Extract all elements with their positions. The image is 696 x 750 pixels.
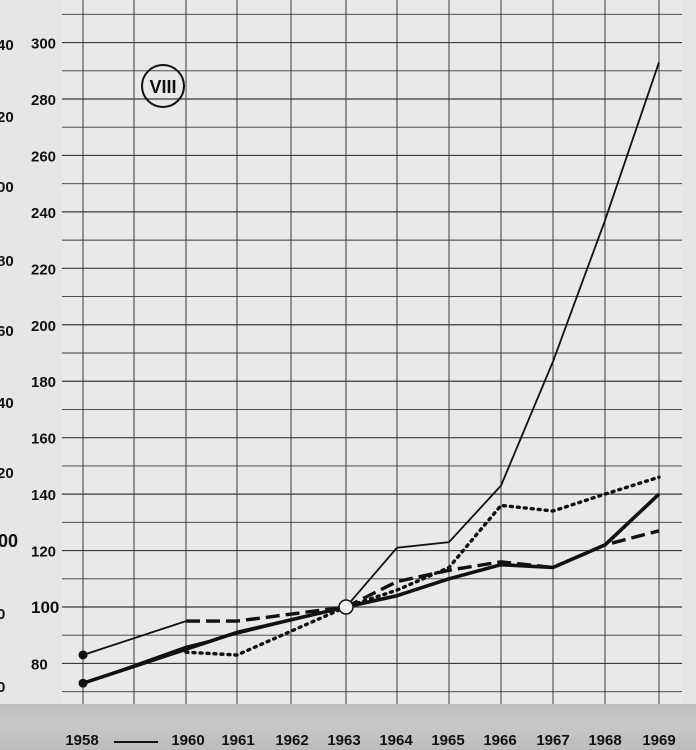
- base-point-marker: [338, 599, 354, 615]
- left-edge-label: 40: [0, 37, 14, 54]
- x-tick-label: 1963: [327, 732, 361, 749]
- x-tick-label: 1958: [65, 732, 99, 749]
- series-line-dotted: [184, 475, 661, 657]
- y-tick-label: 180: [31, 374, 56, 391]
- y-tick-label: 120: [31, 544, 56, 561]
- x-axis-labels: 1958 1960 1961 1962 1963 1964 1965 1966 1967 1968…: [0, 732, 696, 750]
- x-tick-label: 1962: [275, 732, 309, 749]
- badge-circle: [141, 64, 185, 108]
- left-edge-label: 0: [0, 679, 5, 696]
- left-edge-label: 20: [0, 465, 14, 482]
- series-line-thick-solid: [82, 492, 661, 685]
- left-edge-label: 00: [0, 179, 14, 196]
- plot-area: [62, 0, 682, 704]
- y-tick-label: 100: [31, 598, 59, 617]
- y-tick-label: 200: [31, 318, 56, 335]
- left-edge-label: 20: [0, 109, 14, 126]
- y-tick-label: 280: [31, 92, 56, 109]
- left-edge-label: 80: [0, 253, 14, 270]
- series-line-thin-solid: [82, 620, 187, 656]
- x-tick-label: 1965: [431, 732, 465, 749]
- left-edge-label: 40: [0, 395, 14, 412]
- y-tick-label: 240: [31, 205, 56, 222]
- start-point-marker: [78, 678, 88, 688]
- left-edge-label: 60: [0, 323, 14, 340]
- x-tick-label: 1960: [171, 732, 205, 749]
- y-tick-label: 140: [31, 487, 56, 504]
- x-tick-label: 1961: [221, 732, 255, 749]
- y-tick-label: 260: [31, 148, 56, 165]
- x-tick-label: 1967: [536, 732, 570, 749]
- legend-line-sample: [114, 741, 158, 743]
- x-tick-label: 1964: [379, 732, 413, 749]
- start-point-marker: [78, 650, 88, 660]
- x-tick-label: 1966: [483, 732, 517, 749]
- badge-label: VIII: [149, 77, 176, 97]
- y-tick-label: 220: [31, 261, 56, 278]
- y-tick-label: 80: [31, 656, 48, 673]
- left-edge-label: 0: [0, 606, 5, 623]
- y-tick-label: 160: [31, 431, 56, 448]
- x-tick-label: 1968: [588, 732, 622, 749]
- left-edge-label: 00: [0, 531, 18, 551]
- x-tick-label: 1969: [642, 732, 676, 749]
- y-tick-label: 300: [31, 36, 56, 53]
